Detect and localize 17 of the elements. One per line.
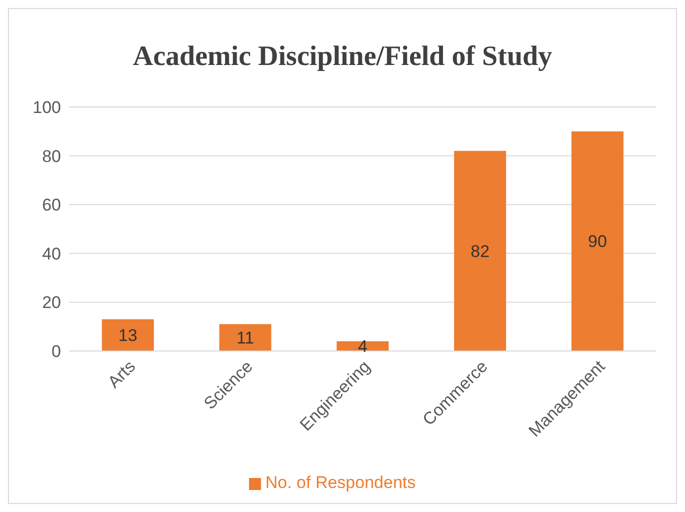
y-tick-label: 40 [42, 244, 61, 264]
bar [219, 324, 272, 351]
legend-label: No. of Respondents [265, 473, 416, 492]
data-label: 13 [118, 326, 138, 346]
y-tick-label: 20 [42, 293, 61, 312]
bar [571, 131, 624, 351]
y-tick-label: 60 [42, 196, 61, 215]
y-tick-label: 100 [32, 98, 61, 118]
bar [454, 150, 506, 351]
data-label: 82 [470, 242, 490, 261]
data-label: 90 [588, 232, 607, 252]
data-label: 11 [236, 328, 254, 348]
y-tick-label: 80 [42, 146, 61, 166]
y-tick-label: 0 [52, 342, 61, 362]
chart-title: Academic Discipline/Field of Study [132, 40, 554, 74]
bar [102, 319, 154, 351]
x-tick-label: Arts [104, 356, 140, 392]
